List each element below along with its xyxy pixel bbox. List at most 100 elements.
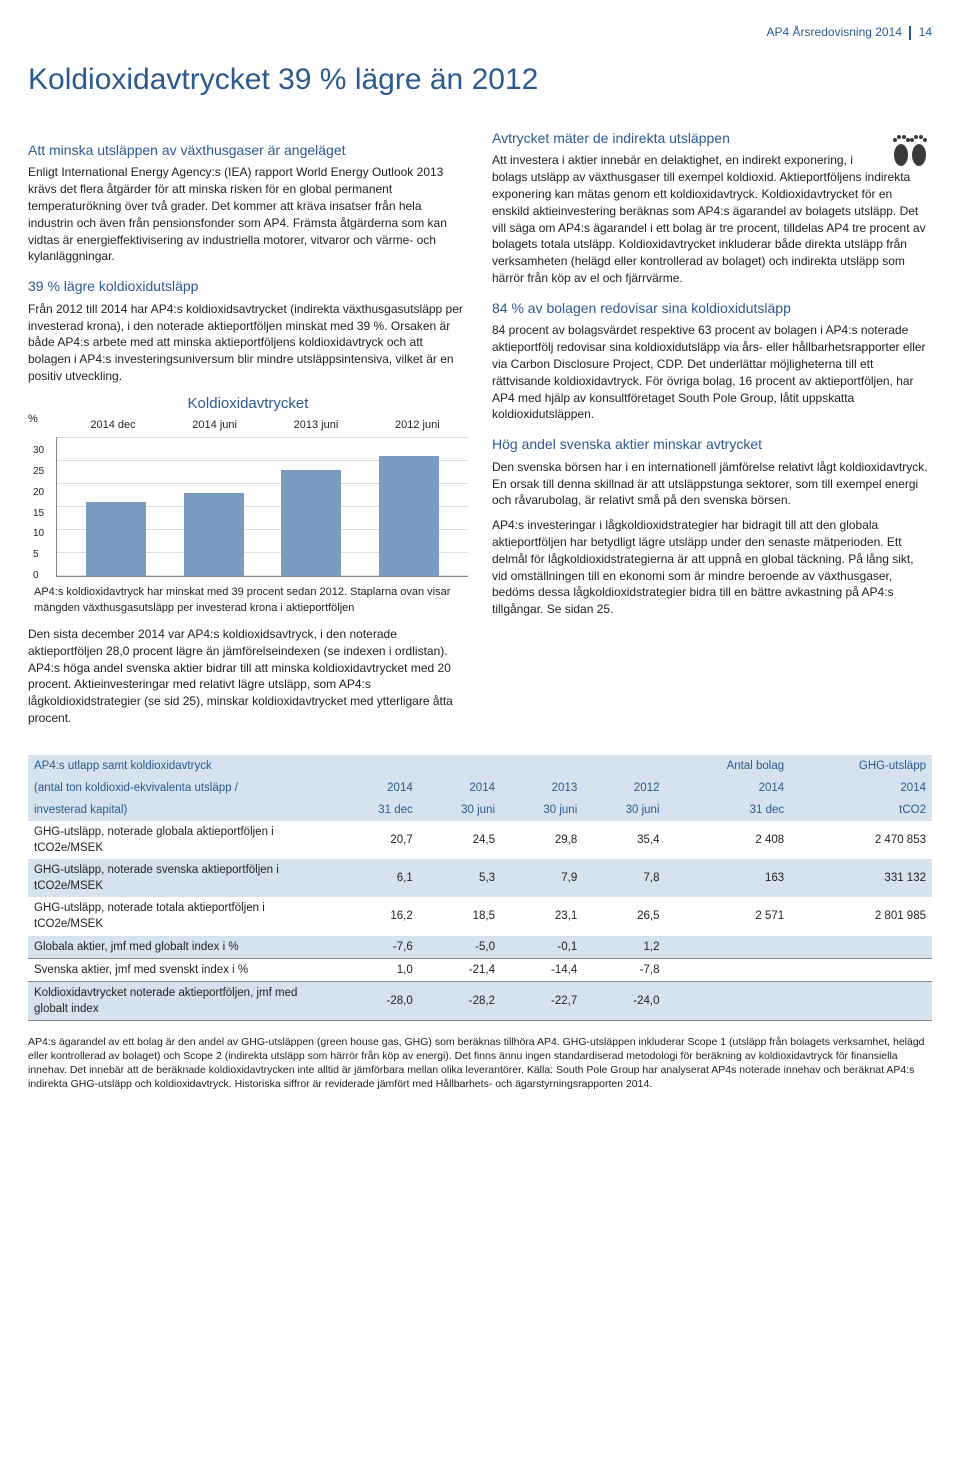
- table-head-cell: 2014: [335, 777, 418, 799]
- table-cell: 163: [666, 859, 791, 897]
- chart-category-labels: 2014 dec2014 juni2013 juni2012 juni: [56, 418, 468, 433]
- section-paragraph: Den svenska börsen har i en internatione…: [492, 459, 932, 509]
- table-cell: 23,1: [501, 897, 583, 935]
- table-head-row: (antal ton koldioxid-ekvivalenta utsläpp…: [28, 777, 932, 799]
- table-cell: -14,4: [501, 958, 583, 981]
- section-heading: 39 % lägre koldioxidutsläpp: [28, 277, 468, 297]
- table-cell: [666, 981, 791, 1020]
- header-text: AP4 Årsredovisning 2014: [767, 25, 902, 39]
- table-cell: [790, 936, 932, 959]
- bar-chart: % 2014 dec2014 juni2013 juni2012 juni 30…: [28, 418, 468, 577]
- y-tick: 10: [33, 527, 44, 541]
- chart-bar: [379, 456, 439, 576]
- table-head-row: AP4:s utlapp samt koldioxidavtryckAntal …: [28, 755, 932, 777]
- table-cell: -7,8: [583, 958, 665, 981]
- table-cell: 2 571: [666, 897, 791, 935]
- table-head-cell: AP4:s utlapp samt koldioxidavtryck: [28, 755, 335, 777]
- table-cell: 24,5: [419, 821, 501, 859]
- table-head-cell: investerad kapital): [28, 799, 335, 821]
- table-cell: -22,7: [501, 981, 583, 1020]
- section-paragraph: AP4:s investeringar i lågkoldioxidstrate…: [492, 517, 932, 618]
- table-head-cell: [419, 755, 501, 777]
- y-tick: 20: [33, 486, 44, 500]
- data-table: AP4:s utlapp samt koldioxidavtryckAntal …: [28, 755, 932, 1021]
- header-bar: [909, 26, 911, 40]
- table-row: Svenska aktier, jmf med svenskt index i …: [28, 958, 932, 981]
- table-head-cell: 31 dec: [335, 799, 418, 821]
- table-cell: -28,2: [419, 981, 501, 1020]
- y-tick: 5: [33, 548, 44, 562]
- table-head-cell: (antal ton koldioxid-ekvivalenta utsläpp…: [28, 777, 335, 799]
- table-head-cell: GHG-utsläpp: [790, 755, 932, 777]
- chart-plot-area: 302520151050: [56, 437, 468, 577]
- y-tick: 25: [33, 465, 44, 479]
- y-tick: 0: [33, 569, 44, 583]
- table-cell-label: GHG-utsläpp, noterade globala aktieportf…: [28, 821, 335, 859]
- lead-heading: Att minska utsläppen av växthusgaser är …: [28, 141, 468, 161]
- table-head-cell: 30 juni: [501, 799, 583, 821]
- header-page: 14: [919, 25, 932, 39]
- table-cell: 5,3: [419, 859, 501, 897]
- table-row: GHG-utsläpp, noterade totala aktieportfö…: [28, 897, 932, 935]
- chart-category-label: 2013 juni: [294, 418, 339, 433]
- page-title: Koldioxidavtrycket 39 % lägre än 2012: [28, 59, 932, 101]
- table-head-cell: 31 dec: [666, 799, 791, 821]
- gridline: [57, 437, 468, 438]
- y-tick: 15: [33, 507, 44, 521]
- left-column: Att minska utsläppen av växthusgaser är …: [28, 129, 468, 735]
- table-head-cell: [583, 755, 665, 777]
- table-head-cell: 2014: [419, 777, 501, 799]
- table-head-cell: 2013: [501, 777, 583, 799]
- chart-title: Koldioxidavtrycket: [28, 393, 468, 414]
- table-cell: 331 132: [790, 859, 932, 897]
- table-cell: 26,5: [583, 897, 665, 935]
- table-cell: 16,2: [335, 897, 418, 935]
- table-cell: 29,8: [501, 821, 583, 859]
- table-cell: [790, 958, 932, 981]
- chart-y-ticks: 302520151050: [33, 437, 44, 576]
- table-cell: -7,6: [335, 936, 418, 959]
- lead-paragraph: Enligt International Energy Agency:s (IE…: [28, 164, 468, 265]
- chart-bar: [281, 470, 341, 577]
- table-cell: 7,8: [583, 859, 665, 897]
- table-cell: -0,1: [501, 936, 583, 959]
- table-cell: -28,0: [335, 981, 418, 1020]
- two-column-layout: Att minska utsläppen av växthusgaser är …: [28, 129, 932, 735]
- table-cell: 7,9: [501, 859, 583, 897]
- table-head-cell: 2014: [666, 777, 791, 799]
- table-head-cell: [501, 755, 583, 777]
- table-cell: [666, 936, 791, 959]
- table-cell: -21,4: [419, 958, 501, 981]
- footprint-icon: [888, 129, 932, 169]
- table-head-cell: 2012: [583, 777, 665, 799]
- table-body: GHG-utsläpp, noterade globala aktieportf…: [28, 821, 932, 1020]
- table-row: GHG-utsläpp, noterade globala aktieportf…: [28, 821, 932, 859]
- footnote: AP4:s ägarandel av ett bolag är den ande…: [28, 1035, 932, 1092]
- table-cell: [790, 981, 932, 1020]
- table-row: Globala aktier, jmf med globalt index i …: [28, 936, 932, 959]
- section-heading: Hög andel svenska aktier minskar avtryck…: [492, 435, 932, 455]
- table-cell-label: Svenska aktier, jmf med svenskt index i …: [28, 958, 335, 981]
- table-cell: 6,1: [335, 859, 418, 897]
- table-cell: 2 408: [666, 821, 791, 859]
- section-paragraph: 84 procent av bolagsvärdet respektive 63…: [492, 322, 932, 423]
- table-cell: 1,2: [583, 936, 665, 959]
- table-cell: 1,0: [335, 958, 418, 981]
- table-head-cell: 30 juni: [419, 799, 501, 821]
- table-cell-label: Globala aktier, jmf med globalt index i …: [28, 936, 335, 959]
- section-paragraph: Från 2012 till 2014 har AP4:s koldioxids…: [28, 301, 468, 385]
- chart-caption: AP4:s koldioxidavtryck har minskat med 3…: [34, 585, 462, 616]
- table-row: Koldioxidavtrycket noterade aktieportföl…: [28, 981, 932, 1020]
- table-cell: -5,0: [419, 936, 501, 959]
- chart-category-label: 2014 dec: [90, 418, 135, 433]
- section-paragraph: Att investera i aktier innebär en delakt…: [492, 152, 932, 286]
- y-tick: 30: [33, 444, 44, 458]
- table-cell: 35,4: [583, 821, 665, 859]
- chart-bar: [184, 493, 244, 576]
- chart-category-label: 2014 juni: [192, 418, 237, 433]
- section-heading: Avtrycket mäter de indirekta utsläppen: [492, 129, 932, 149]
- table-cell: 20,7: [335, 821, 418, 859]
- table-cell: 2 470 853: [790, 821, 932, 859]
- section-paragraph: Den sista december 2014 var AP4:s koldio…: [28, 626, 468, 727]
- table-head-row: investerad kapital)31 dec30 juni30 juni3…: [28, 799, 932, 821]
